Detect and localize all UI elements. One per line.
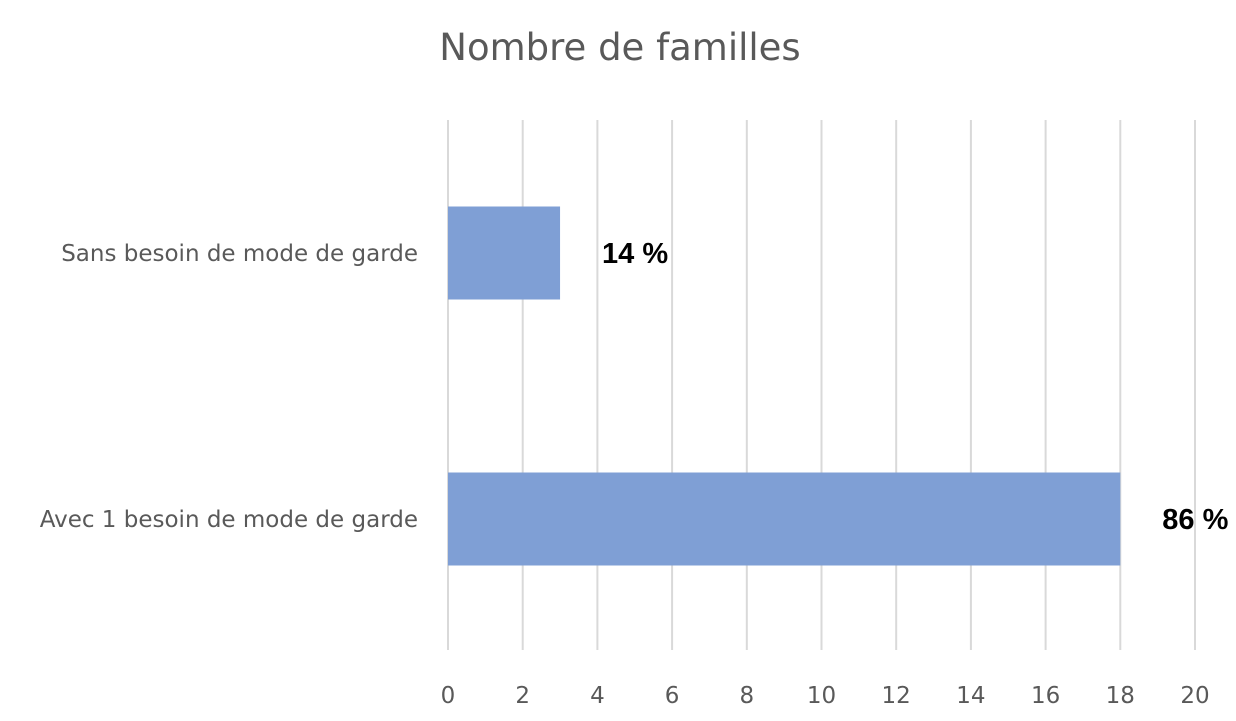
data-labels: 14 % 86 % xyxy=(602,238,1229,536)
x-tick-label: 4 xyxy=(590,683,605,709)
category-label: Sans besoin de mode de garde xyxy=(61,241,418,267)
category-labels: Sans besoin de mode de garde Avec 1 besoi… xyxy=(40,241,418,533)
x-tick-label: 0 xyxy=(441,683,456,709)
x-tick-label: 10 xyxy=(807,683,836,709)
x-tick-label: 2 xyxy=(515,683,530,709)
x-tick-label: 14 xyxy=(956,683,985,709)
bars xyxy=(448,206,1121,566)
data-label: 14 % xyxy=(602,238,668,270)
x-tick-label: 6 xyxy=(665,683,680,709)
bar xyxy=(448,472,1121,566)
x-tick-label: 8 xyxy=(739,683,754,709)
tick-labels: 0 2 4 6 8 10 12 14 16 18 20 xyxy=(441,683,1210,709)
gridlines xyxy=(447,120,1196,650)
x-tick-label: 16 xyxy=(1031,683,1060,709)
chart-title: Nombre de familles xyxy=(439,26,801,69)
x-tick-label: 12 xyxy=(882,683,911,709)
x-tick-label: 18 xyxy=(1106,683,1135,709)
x-tick-label: 20 xyxy=(1180,683,1209,709)
category-label: Avec 1 besoin de mode de garde xyxy=(40,507,418,533)
data-label: 86 % xyxy=(1162,504,1228,536)
bar xyxy=(448,206,561,300)
